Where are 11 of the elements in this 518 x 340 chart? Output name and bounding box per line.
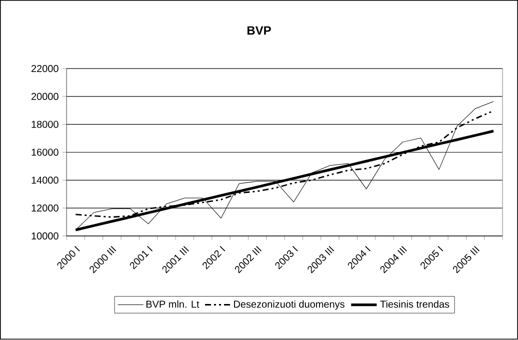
- y-tick-label: 16000: [32, 148, 58, 156]
- y-tick-label: 10000: [32, 232, 58, 240]
- y-tick-label: 18000: [32, 121, 58, 128]
- y-tick-label: 14000: [32, 176, 58, 184]
- y-tick-label: 20000: [32, 93, 58, 100]
- legend-label: Tiesinis trendas: [380, 300, 450, 308]
- y-tick-label: 22000: [32, 65, 58, 72]
- chart-title: BVP: [247, 26, 271, 35]
- legend-label: Desezonizuoti duomenys: [234, 300, 344, 310]
- legend-label: BVP mln. Lt: [146, 300, 200, 308]
- y-tick-label: 12000: [32, 204, 58, 212]
